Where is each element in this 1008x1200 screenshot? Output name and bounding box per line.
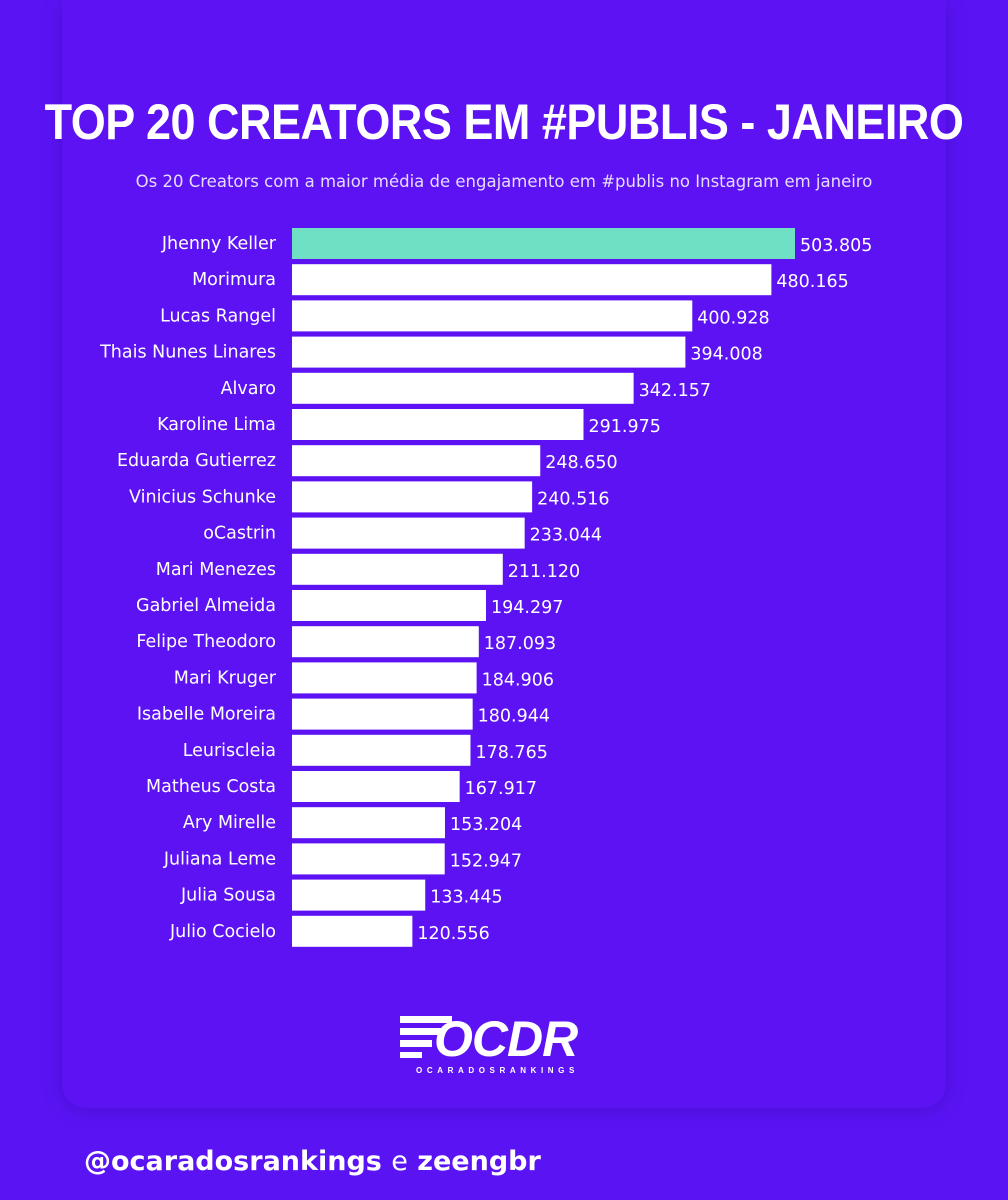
value-label: 152.947 [450,851,522,871]
bar [292,698,473,730]
value-label: 133.445 [430,888,502,908]
category-label: Mari Kruger [174,668,277,688]
category-label: Julia Sousa [180,886,276,906]
value-label: 233.044 [530,526,602,546]
chart-title: TOP 20 CREATORS EM #PUBLIS - JANEIRO [44,92,964,150]
category-label: Gabriel Almeida [136,596,276,616]
category-label: Ary Mirelle [183,813,276,833]
value-label: 211.120 [508,562,580,582]
logo-tagline: OCARADOSRANKINGS [416,1066,579,1075]
bar [292,517,525,549]
bar [292,915,413,947]
category-label: Matheus Costa [146,777,276,797]
category-label: Morimura [192,270,276,290]
category-label: Eduarda Gutierrez [117,451,276,471]
value-label: 153.204 [450,815,522,835]
bar [292,445,541,477]
value-label: 167.917 [465,779,537,799]
bar [292,771,460,802]
value-label: 480.165 [776,272,848,292]
category-label: Juliana Leme [163,849,276,869]
bar [292,409,584,440]
bar [292,807,445,839]
value-label: 291.975 [589,417,661,437]
value-label: 342.157 [639,381,711,401]
bar [292,264,772,296]
category-label: Karoline Lima [157,415,276,435]
value-label: 178.765 [475,743,547,763]
value-label: 503.805 [800,236,872,256]
bar [292,662,477,694]
bar [292,300,693,332]
footer-handle-1: @ocaradosrankings [84,1146,382,1177]
category-label: Isabelle Moreira [137,705,276,725]
value-label: 187.093 [484,634,556,654]
bar [292,228,795,259]
chart-card [62,0,946,1108]
category-label: oCastrin [203,524,276,544]
value-label: 248.650 [545,453,617,473]
footer-handle-2: zeengbr [417,1146,541,1177]
value-label: 194.297 [491,598,563,618]
bar [292,481,533,513]
bar [292,336,686,368]
category-label: Alvaro [221,379,276,399]
category-label: Mari Menezes [156,560,276,580]
category-label: Lucas Rangel [160,306,276,326]
chart-subtitle: Os 20 Creators com a maior média de enga… [135,172,873,191]
speed-lines-icon [400,1016,452,1058]
bar [292,372,634,404]
category-label: Leuriscleia [183,741,276,761]
value-label: 240.516 [537,489,609,509]
value-label: 184.906 [482,670,554,690]
value-label: 400.928 [697,308,769,328]
category-label: Vinicius Schunke [129,487,276,507]
value-label: 180.944 [478,707,550,727]
footer-conjunction: e [391,1146,408,1177]
value-label: 394.008 [690,345,762,365]
category-label: Felipe Theodoro [136,632,276,652]
bar [292,843,445,875]
ocdr-logo: OCDR OCARADOSRANKINGS [396,1010,616,1080]
category-label: Julio Cocielo [169,922,276,942]
logo-wordmark: OCDR [434,1011,578,1067]
bar [292,879,426,911]
category-label: Jhenny Keller [161,234,277,254]
bar [292,590,486,621]
bar [292,734,471,766]
category-label: Thais Nunes Linares [99,343,276,363]
bar [292,553,503,585]
value-label: 120.556 [417,924,489,944]
footer-credits: @ocaradosrankings e zeengbr [84,1146,541,1177]
bar [292,626,479,658]
